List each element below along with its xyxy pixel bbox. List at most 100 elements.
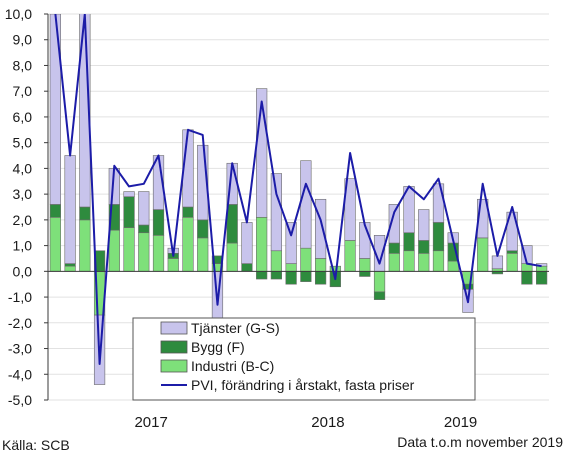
y-tick-label: 8,0: [13, 57, 33, 73]
bar-bygg: [241, 263, 253, 272]
bar-tjanster: [123, 191, 135, 198]
bar-industri: [138, 232, 150, 272]
bar-industri: [285, 263, 297, 272]
bar-tjanster: [359, 222, 371, 259]
bar-industri: [447, 260, 459, 272]
bar-industri: [152, 235, 165, 272]
legend: Tjänster (G-S) Bygg (F) Industri (B-C) PVI,…: [132, 317, 476, 401]
bar-bygg: [403, 232, 415, 252]
bar-tjanster: [388, 204, 400, 244]
bar-bygg: [49, 204, 61, 218]
pvi-line: [54, 14, 542, 365]
bar-industri: [477, 237, 489, 272]
bar-bygg: [226, 204, 238, 244]
legend-label: Industri (B-C): [191, 358, 274, 374]
bar-industri: [197, 237, 209, 272]
bar-tjanster: [49, 14, 61, 205]
bar-industri: [418, 253, 430, 272]
bar-tjanster: [285, 222, 297, 264]
legend-label: Tjänster (G-S): [191, 320, 280, 336]
bar-bygg: [64, 263, 76, 267]
bar-bygg: [138, 224, 150, 234]
y-tick-label: -1,0: [8, 289, 32, 305]
y-tick-label: 2,0: [13, 212, 33, 228]
bar-bygg: [432, 222, 445, 252]
bar-industri: [388, 253, 400, 272]
y-tick-label: -3,0: [8, 341, 32, 357]
bar-bygg: [123, 196, 135, 228]
bar-industri: [182, 216, 194, 272]
bar-industri: [256, 216, 268, 272]
y-tick-label: 4,0: [13, 160, 33, 176]
bar-bygg: [285, 271, 297, 285]
legend-swatch: [160, 321, 188, 335]
bar-tjanster: [432, 183, 445, 223]
bar-industri: [49, 216, 61, 272]
bar-bygg: [521, 271, 533, 285]
bar-industri: [536, 265, 548, 272]
bar-industri: [226, 242, 238, 272]
pvi-line-path: [54, 14, 542, 365]
y-tick-label: -2,0: [8, 315, 32, 331]
bar-industri: [108, 229, 120, 272]
bar-bygg: [270, 271, 283, 280]
y-tick-label: 0,0: [13, 263, 33, 279]
bar-industri: [79, 219, 91, 272]
y-tick-label: 10,0: [5, 6, 32, 22]
axes: [47, 14, 549, 400]
y-tick-label: -5,0: [8, 392, 32, 408]
bar-tjanster: [300, 160, 312, 249]
bar-bygg: [197, 219, 209, 239]
bar-industri: [373, 271, 386, 293]
bar-tjanster: [344, 178, 356, 241]
bar-bygg: [536, 271, 548, 285]
bar-bygg: [388, 242, 400, 254]
bar-tjanster: [270, 173, 283, 252]
bar-bygg: [359, 271, 371, 277]
bar-industri: [359, 258, 371, 272]
bar-industri: [270, 250, 283, 272]
year-label: 2017: [134, 414, 167, 431]
y-tick-label: -4,0: [8, 366, 32, 382]
bar-industri: [300, 247, 312, 272]
bar-industri: [64, 265, 76, 272]
bar-tjanster: [491, 255, 504, 270]
y-tick-label: 6,0: [13, 109, 33, 125]
bar-industri: [123, 227, 135, 272]
bar-bygg: [506, 250, 518, 254]
bar-bygg: [79, 206, 91, 221]
legend-box: [132, 317, 476, 401]
y-tick-label: 7,0: [13, 83, 33, 99]
data-note-label: Data t.o.m november 2019: [397, 434, 563, 450]
bar-industri: [314, 258, 327, 272]
x-axis: 2017 2018 2019: [134, 414, 477, 431]
bar-tjanster: [138, 191, 150, 226]
year-label: 2018: [311, 414, 344, 431]
y-axis: 10,0 9,0 8,0 7,0 6,0 5,0 4,0 3,0 2,0 1,0 0,0 -1,0 -2…: [5, 6, 48, 408]
bar-industri: [432, 250, 445, 272]
y-tick-label: 9,0: [13, 32, 33, 48]
bar-industri: [344, 240, 356, 272]
bar-tjanster: [64, 155, 76, 264]
legend-swatch: [160, 359, 188, 373]
bar-tjanster: [506, 211, 518, 252]
legend-swatch: [160, 340, 188, 354]
y-tick-label: 1,0: [13, 238, 33, 254]
bar-bygg: [300, 271, 312, 282]
bar-industri: [167, 258, 179, 272]
bar-tjanster: [79, 14, 91, 208]
legend-label: Bygg (F): [191, 339, 245, 355]
bar-bygg: [152, 209, 165, 236]
bar-bygg: [418, 240, 430, 254]
bar-bygg: [314, 271, 327, 285]
bar-tjanster: [314, 198, 327, 259]
bar-industri: [403, 250, 415, 272]
source-label: Källa: SCB: [2, 437, 70, 453]
bar-tjanster: [418, 209, 430, 241]
bar-tjanster: [241, 222, 253, 264]
bar-bygg: [256, 271, 268, 280]
y-tick-label: 3,0: [13, 186, 33, 202]
bar-bygg: [182, 206, 194, 218]
year-label: 2019: [444, 414, 477, 431]
